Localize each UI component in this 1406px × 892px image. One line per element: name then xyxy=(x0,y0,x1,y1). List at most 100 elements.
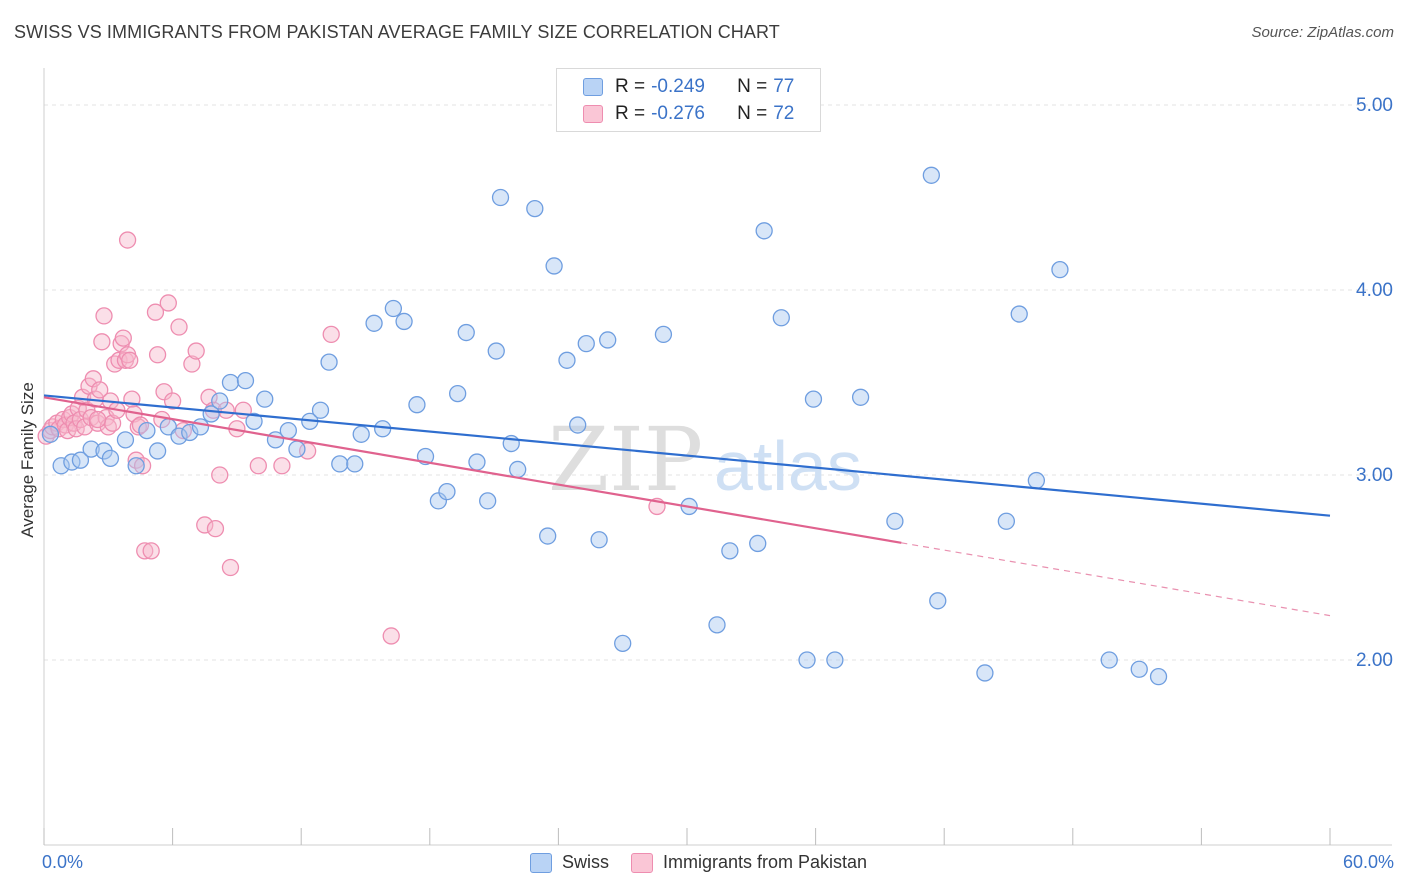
pakistan-point xyxy=(88,410,107,429)
swiss-swatch xyxy=(530,852,552,873)
pakistan-point xyxy=(133,457,152,475)
swiss-point xyxy=(479,492,497,510)
legend-r-label: R = xyxy=(615,76,646,97)
pakistan-swatch xyxy=(631,852,654,873)
swiss-point xyxy=(851,388,870,406)
pakistan-point xyxy=(155,383,173,401)
legend-pakistan-label: Immigrants from Pakistan xyxy=(663,852,868,872)
swiss-point xyxy=(352,425,370,443)
swiss-point xyxy=(408,396,426,414)
watermark: ZIP atlas xyxy=(548,408,862,511)
swiss-point xyxy=(708,616,726,634)
trend-lines xyxy=(43,394,1331,617)
y-axis-label: Average Family Size xyxy=(18,382,37,538)
swiss-point xyxy=(614,634,632,652)
swiss-point xyxy=(245,412,263,431)
pakistan-point xyxy=(206,520,225,538)
swiss-point xyxy=(457,323,475,342)
swiss-point xyxy=(116,431,135,449)
swiss-point xyxy=(1010,305,1028,323)
swiss-point xyxy=(1100,651,1118,669)
swiss-point xyxy=(127,457,145,475)
pakistan-point xyxy=(95,307,113,325)
swiss-point xyxy=(922,166,940,184)
pakistan-point xyxy=(146,303,165,321)
axes xyxy=(43,68,1392,846)
pakistan-point xyxy=(93,333,111,351)
swiss-point xyxy=(191,418,210,436)
swiss-trend-line xyxy=(43,394,1331,517)
swiss-point xyxy=(558,351,576,369)
pakistan-point xyxy=(163,392,182,410)
swiss-point xyxy=(654,325,673,344)
pakistan-point xyxy=(142,542,160,560)
legend-row-pakistan: R = -0.276 N = 72 xyxy=(583,102,794,126)
swiss-point xyxy=(487,342,505,360)
grid-lines xyxy=(44,104,1392,661)
legend-swiss-label: Swiss xyxy=(562,852,610,872)
y-tick-label: 3.00 xyxy=(1356,465,1393,486)
swiss-point xyxy=(1149,668,1168,686)
pakistan-point xyxy=(136,542,154,560)
pakistan-point xyxy=(273,457,291,475)
pakistan-point xyxy=(170,318,188,336)
swiss-point xyxy=(804,390,823,408)
y-tick-label: 4.00 xyxy=(1356,280,1393,301)
swiss-point xyxy=(288,440,306,458)
legend-r-value: -0.249 xyxy=(651,76,705,97)
legend-item-pakistan: Immigrants from Pakistan xyxy=(631,852,867,873)
swiss-point xyxy=(331,455,349,473)
pakistan-swatch xyxy=(583,105,603,123)
swiss-point xyxy=(449,384,467,403)
swiss-point xyxy=(71,451,90,469)
pakistan-point xyxy=(148,346,167,364)
swiss-point xyxy=(1027,471,1046,490)
legend-item-swiss: Swiss xyxy=(530,852,609,873)
pakistan-point xyxy=(121,351,139,369)
pakistan-point xyxy=(200,388,218,406)
series-swiss-points xyxy=(41,166,1168,686)
swiss-point xyxy=(373,420,392,438)
legend-n-label: N = xyxy=(737,103,768,124)
legend-n-value: 77 xyxy=(773,76,795,97)
y-tick-label: 5.00 xyxy=(1356,95,1393,116)
swiss-point xyxy=(749,534,767,553)
x-tick-min: 0.0% xyxy=(42,852,84,872)
correlation-legend: R = -0.249 N = 77 R = -0.276 N = 72 xyxy=(556,68,821,132)
swiss-point xyxy=(311,401,330,419)
swiss-point xyxy=(545,257,563,275)
pakistan-point xyxy=(76,418,94,436)
legend-r-label: R = xyxy=(615,103,646,124)
legend-n-value: 72 xyxy=(773,103,795,124)
series-legend: Swiss Immigrants from Pakistan xyxy=(530,852,889,873)
swiss-point xyxy=(320,353,338,371)
swiss-swatch xyxy=(583,78,603,96)
swiss-point xyxy=(181,423,199,442)
swiss-point xyxy=(590,531,608,549)
swiss-point xyxy=(468,453,486,471)
pakistan-point xyxy=(382,627,400,645)
pakistan-point xyxy=(159,294,177,312)
swiss-point xyxy=(395,312,413,331)
pakistan-point xyxy=(249,457,267,475)
swiss-point xyxy=(365,314,383,332)
pakistan-point xyxy=(114,329,132,347)
swiss-point xyxy=(599,331,617,349)
swiss-point xyxy=(41,425,60,443)
swiss-point xyxy=(52,457,70,475)
pakistan-trend-line xyxy=(43,396,902,544)
swiss-point xyxy=(170,427,188,445)
swiss-point xyxy=(279,421,297,440)
swiss-point xyxy=(929,592,947,610)
swiss-point xyxy=(236,371,255,390)
swiss-point xyxy=(997,512,1016,530)
swiss-point xyxy=(772,309,790,327)
y-tick-labels: 2.00 3.00 4.00 5.00 xyxy=(1356,95,1393,671)
swiss-point xyxy=(526,199,544,218)
swiss-point xyxy=(1130,660,1148,678)
swiss-point xyxy=(438,482,456,501)
legend-r-value: -0.276 xyxy=(651,103,705,124)
chart-source: Source: ZipAtlas.com xyxy=(1251,24,1394,41)
pakistan-point xyxy=(88,414,107,432)
swiss-point xyxy=(491,188,510,207)
